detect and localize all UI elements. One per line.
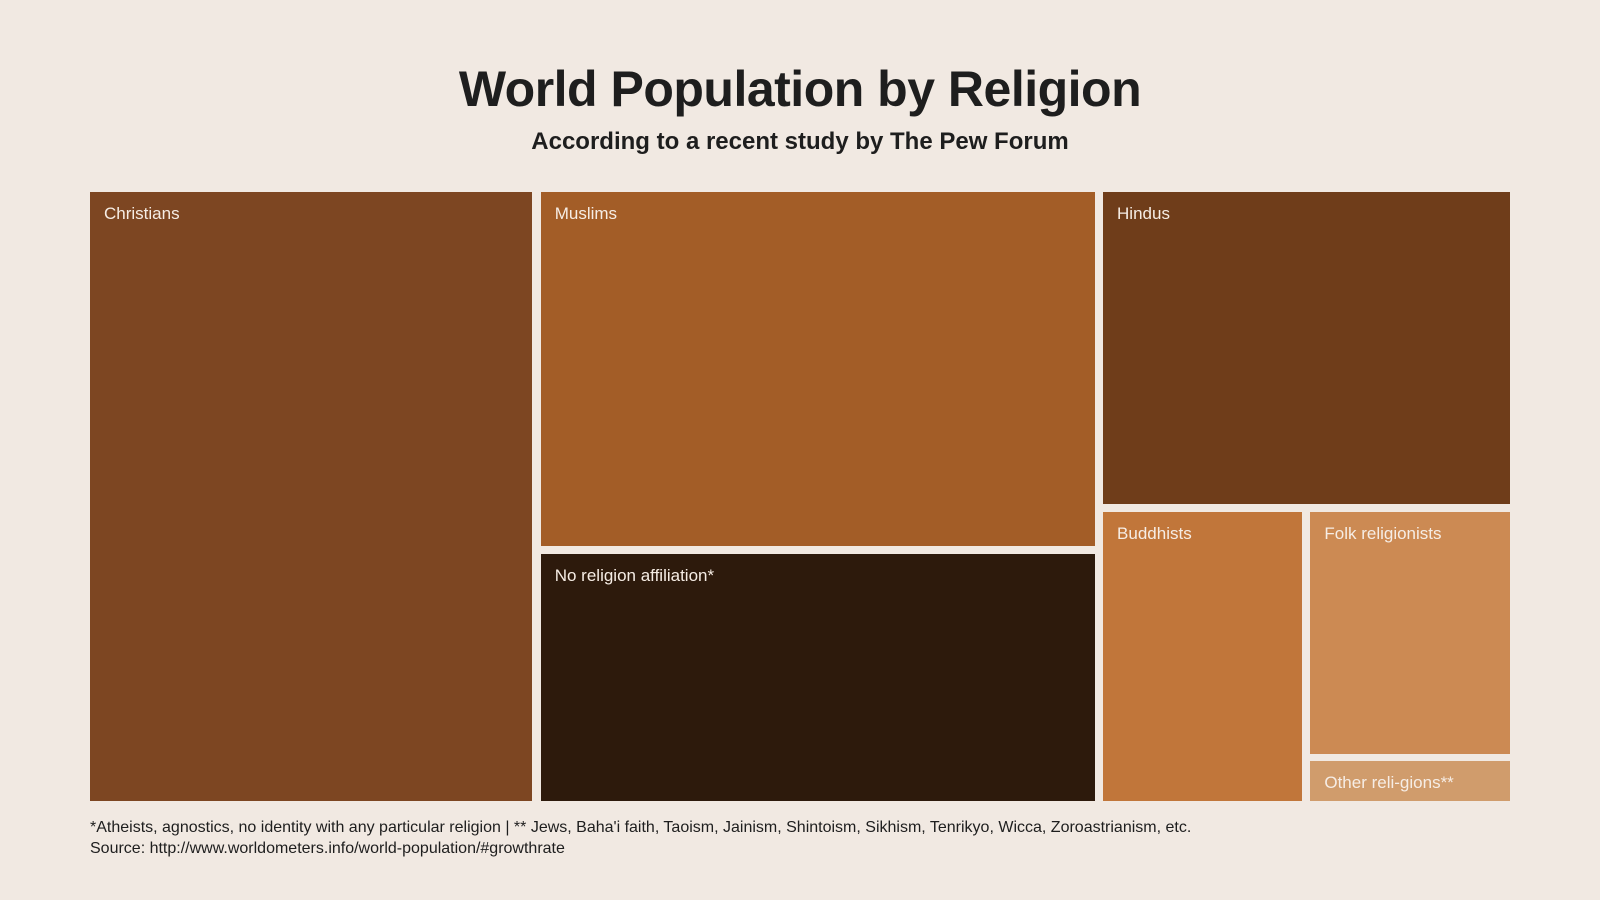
- tile-buddhists: Buddhists: [1103, 512, 1302, 801]
- treemap: Christians Muslims No religion affiliation…: [90, 192, 1510, 801]
- page: World Population by Religion According t…: [0, 0, 1600, 900]
- tile-muslims: Muslims: [541, 192, 1095, 546]
- tile-label: Buddhists: [1117, 524, 1192, 543]
- chart-subtitle: According to a recent study by The Pew F…: [90, 128, 1510, 156]
- footnote-2: Source: http://www.worldometers.info/wor…: [90, 838, 1510, 860]
- tile-label: Hindus: [1117, 204, 1170, 223]
- chart-title: World Population by Religion: [90, 60, 1510, 118]
- tile-other: Other reli-gions**: [1310, 761, 1510, 800]
- tile-label: Folk religionists: [1324, 524, 1441, 543]
- footnote-1: *Atheists, agnostics, no identity with a…: [90, 817, 1510, 839]
- chart-notes: *Atheists, agnostics, no identity with a…: [90, 817, 1510, 860]
- tile-hindus: Hindus: [1103, 192, 1510, 504]
- tile-label: No religion affiliation*: [555, 566, 714, 585]
- tile-label: Muslims: [555, 204, 617, 223]
- tile-christians: Christians: [90, 192, 532, 801]
- tile-folk: Folk religionists: [1310, 512, 1510, 754]
- tile-label: Other reli-gions**: [1324, 773, 1453, 792]
- tile-no-religion: No religion affiliation*: [541, 554, 1095, 801]
- tile-label: Christians: [104, 204, 180, 223]
